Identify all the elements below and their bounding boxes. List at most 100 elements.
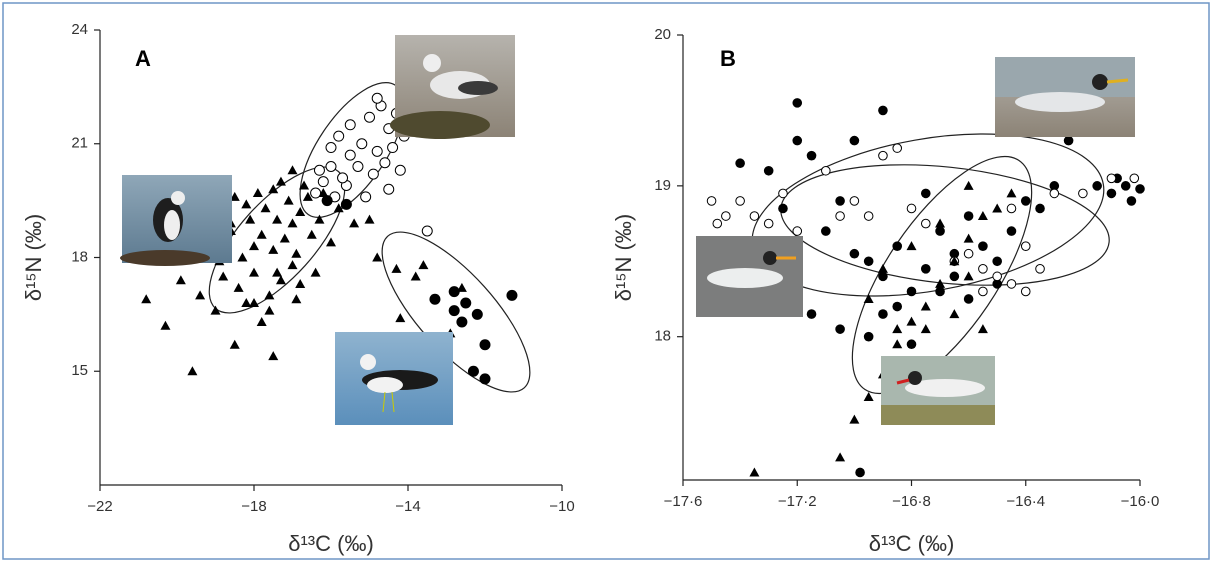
triangle-point [892, 339, 903, 349]
triangle-point [326, 237, 336, 247]
y-tick-label: 24 [71, 21, 88, 38]
y-tick-label: 20 [654, 26, 671, 43]
triangle-point [302, 191, 313, 201]
filled-circle-point [878, 105, 888, 116]
open-circle-point [978, 286, 988, 297]
triangle-point [935, 218, 946, 228]
filled-circle-point [806, 150, 817, 161]
open-circle-point [920, 218, 931, 229]
triangle-point [295, 279, 306, 289]
open-circle-point [1129, 173, 1140, 184]
open-circle-point [906, 203, 917, 214]
y-tick-label: 18 [654, 328, 671, 345]
open-circle-point [371, 92, 383, 104]
filled-circle-point [340, 198, 352, 210]
triangle-point [260, 203, 271, 213]
filled-circle-point [792, 135, 803, 146]
triangle-point [349, 218, 360, 228]
open-circle-point [1006, 279, 1017, 289]
y-tick-label: 21 [71, 135, 88, 152]
filled-circle-point [1135, 184, 1145, 194]
triangle-point [977, 324, 988, 334]
triangle-point [256, 316, 267, 326]
open-circle-point [1020, 241, 1031, 251]
filled-circle-point [935, 226, 945, 236]
open-circle-point [325, 142, 337, 154]
open-circle-point [763, 218, 774, 229]
triangle-point [275, 275, 286, 285]
open-circle-point [387, 142, 399, 154]
open-circle-point [721, 211, 731, 221]
filled-circle-point [1035, 203, 1045, 214]
photo [995, 57, 1135, 137]
filled-circle-point [863, 331, 874, 342]
triangle-point [249, 241, 259, 251]
triangle-point [272, 267, 283, 277]
photo [335, 332, 453, 425]
triangle-point [160, 320, 171, 330]
triangle-point [268, 184, 279, 194]
filled-circle-point [920, 264, 931, 274]
triangle-point [949, 309, 960, 319]
y-axis-title: δ¹⁵N (‰) [611, 214, 636, 301]
filled-circle-point [992, 256, 1002, 267]
open-circle-point [333, 130, 345, 142]
x-tick-label: −14 [395, 498, 420, 515]
triangle-point [287, 218, 298, 228]
filled-circle-point [763, 165, 774, 176]
triangle-point [963, 271, 974, 281]
open-circle-point [863, 211, 874, 221]
photo [696, 236, 803, 317]
open-circle-point [337, 172, 349, 184]
x-tick-label: −16·4 [1006, 493, 1045, 510]
filled-circle-point [963, 294, 974, 304]
open-circle-point [325, 161, 337, 172]
open-circle-point [344, 119, 356, 131]
panel-label: B [720, 46, 736, 71]
filled-circle-point [456, 316, 468, 328]
filled-circle-point [920, 188, 931, 199]
open-circle-point [352, 161, 364, 172]
x-tick-label: −16·0 [1121, 493, 1160, 510]
triangle-point [141, 294, 152, 304]
triangle-point [749, 467, 760, 477]
triangle-point [935, 278, 946, 288]
triangle-point [863, 392, 874, 402]
open-circle-point [364, 111, 375, 123]
filled-circle-point [949, 248, 960, 259]
triangle-point [279, 233, 290, 243]
triangle-point [892, 324, 903, 334]
open-circle-point [1020, 286, 1031, 297]
triangle-point [241, 199, 252, 209]
filled-circle-point [735, 158, 745, 169]
open-circle-point [367, 168, 379, 180]
triangle-point [237, 252, 248, 262]
x-tick-label: −18 [241, 498, 266, 515]
triangle-point [264, 290, 275, 300]
triangle-point [210, 305, 221, 315]
filled-circle-point [479, 373, 491, 385]
triangle-point [877, 263, 888, 273]
triangle-point [299, 180, 310, 190]
triangle-point [1006, 188, 1017, 198]
y-tick-label: 15 [71, 362, 88, 379]
open-circle-point [394, 164, 406, 176]
x-tick-label: −22 [87, 498, 112, 515]
filled-circle-point [878, 271, 888, 282]
x-axis-title: δ¹³C (‰) [869, 531, 955, 556]
triangle-point [306, 229, 317, 239]
open-circle-point [735, 196, 745, 206]
photo [390, 35, 515, 139]
x-axis-title: δ¹³C (‰) [288, 531, 374, 556]
triangle-point [287, 165, 298, 175]
triangle-point [245, 214, 256, 224]
triangle-point [275, 176, 286, 186]
triangle-point [863, 293, 874, 303]
photo [120, 175, 232, 266]
open-circle-point [383, 183, 395, 195]
triangle-point [295, 207, 306, 216]
filled-circle-point [806, 309, 817, 319]
open-circle-point [821, 165, 831, 176]
y-axis-title: δ¹⁵N (‰) [21, 214, 46, 301]
